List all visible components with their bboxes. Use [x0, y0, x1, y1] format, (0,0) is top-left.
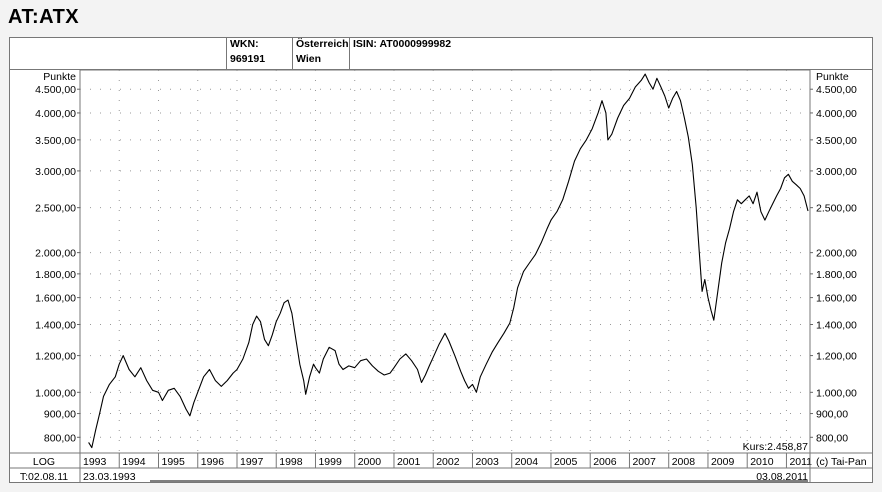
y-axis-title-right: Punkte — [816, 71, 849, 83]
x-tick-label: 1998 — [279, 456, 303, 468]
x-tick-label: 2011 — [789, 456, 812, 468]
y-tick-label-left: 800,00 — [44, 432, 76, 444]
x-tick-label: 1993 — [83, 456, 107, 468]
y-tick-label-right: 1.400,00 — [816, 320, 857, 332]
x-tick-label: 2001 — [397, 456, 421, 468]
y-tick-label-right: 4.000,00 — [816, 108, 857, 120]
x-tick-label: 1995 — [161, 456, 185, 468]
x-tick-label: 2000 — [358, 456, 382, 468]
y-tick-label-left: 2.500,00 — [35, 203, 76, 215]
country-label: Österreich — [296, 38, 349, 50]
current-price-label: Kurs:2.458,87 — [743, 441, 809, 453]
x-tick-label: 2010 — [750, 456, 774, 468]
series-line — [88, 73, 809, 449]
y-tick-label-right: 4.500,00 — [816, 84, 857, 96]
x-tick-label: 2008 — [672, 456, 696, 468]
plot-area — [79, 69, 811, 454]
y-tick-label-right: 1.600,00 — [816, 293, 857, 305]
y-tick-label-left: 1.600,00 — [35, 293, 76, 305]
y-tick-label-right: 800,00 — [816, 432, 848, 444]
scale-label: LOG — [33, 456, 55, 468]
y-tick-label-left: 3.000,00 — [35, 166, 76, 178]
x-tick-label: 1997 — [240, 456, 264, 468]
y-tick-label-left: 2.000,00 — [35, 248, 76, 260]
isin-label: ISIN: AT0000999982 — [353, 38, 452, 50]
y-tick-label-right: 3.500,00 — [816, 135, 857, 147]
wkn-label: WKN: 969191 — [230, 38, 266, 65]
exchange-label: Wien — [296, 53, 321, 65]
x-tick-label: 1996 — [201, 456, 225, 468]
x-tick-label: 2004 — [515, 456, 539, 468]
y-tick-label-right: 3.000,00 — [816, 166, 857, 178]
y-tick-label-right: 1.200,00 — [816, 351, 857, 363]
chart-title: AT:ATX — [8, 6, 80, 28]
y-tick-label-left: 1.000,00 — [35, 387, 76, 399]
info-cell-isin: ISIN: AT0000999982 — [349, 37, 479, 69]
start-date-label: 23.03.1993 — [83, 471, 136, 483]
y-tick-label-left: 3.500,00 — [35, 135, 76, 147]
x-tick-label: 1994 — [122, 456, 146, 468]
x-tick-label: 2002 — [436, 456, 460, 468]
x-tick-label: 2007 — [632, 456, 656, 468]
x-tick-label: 1999 — [318, 456, 342, 468]
y-tick-label-left: 1.400,00 — [35, 320, 76, 332]
y-tick-label-left: 4.500,00 — [35, 84, 76, 96]
end-date-label: 03.08.2011 — [756, 471, 808, 483]
y-tick-label-right: 900,00 — [816, 409, 848, 421]
y-tick-label-right: 1.800,00 — [816, 269, 857, 281]
y-tick-label-right: 2.000,00 — [816, 248, 857, 260]
y-tick-label-right: 1.000,00 — [816, 387, 857, 399]
y-tick-label-right: 2.500,00 — [816, 203, 857, 215]
x-tick-label: 2005 — [554, 456, 578, 468]
y-tick-label-left: 1.200,00 — [35, 351, 76, 363]
x-tick-label: 2003 — [475, 456, 499, 468]
date-label: T:02.08.11 — [20, 471, 68, 483]
x-tick-label: 2009 — [711, 456, 735, 468]
y-tick-label-left: 4.000,00 — [35, 108, 76, 120]
y-tick-label-left: 1.800,00 — [35, 269, 76, 281]
y-axis-title-left: Punkte — [43, 71, 76, 83]
x-tick-label: 2006 — [593, 456, 617, 468]
y-tick-label-left: 900,00 — [44, 409, 76, 421]
copyright-label: (c) Tai-Pan — [816, 456, 867, 468]
